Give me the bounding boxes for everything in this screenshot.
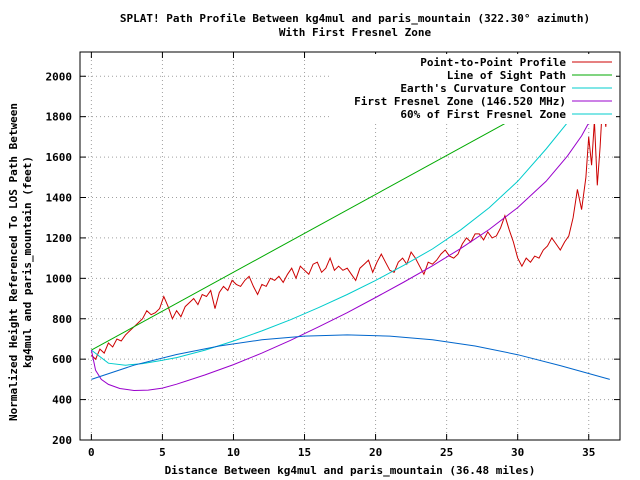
x-tick-label: 30 <box>511 446 524 459</box>
y-tick-label: 1200 <box>46 232 73 245</box>
legend-item: First Fresnel Zone (146.520 MHz) <box>354 95 612 108</box>
y-tick-label: 1800 <box>46 111 73 124</box>
legend-background <box>330 54 616 124</box>
y-tick-label: 600 <box>52 353 72 366</box>
legend-item: 60% of First Fresnel Zone <box>400 108 612 121</box>
y-axis-label-line1: Normalized Height Referenced To LOS Path… <box>7 103 20 421</box>
x-tick-label: 15 <box>298 446 311 459</box>
legend-label: Point-to-Point Profile <box>420 56 566 69</box>
x-tick-label: 25 <box>440 446 453 459</box>
earth-curvature-contour-line <box>91 65 611 366</box>
legend-item: Earth's Curvature Contour <box>400 82 612 95</box>
fresnel-zone-line <box>90 65 611 392</box>
earth-curvature-line <box>91 334 610 380</box>
legend-label: Line of Sight Path <box>447 69 566 82</box>
y-tick-label: 1400 <box>46 192 73 205</box>
y-tick-label: 1000 <box>46 272 73 285</box>
y-tick-label: 800 <box>52 313 72 326</box>
x-axis-label: Distance Between kg4mul and paris_mounta… <box>165 464 536 477</box>
legend-label: First Fresnel Zone (146.520 MHz) <box>354 95 566 108</box>
y-tick-label: 200 <box>52 434 72 447</box>
legend-label: Earth's Curvature Contour <box>400 82 566 95</box>
plot-frame <box>79 51 621 441</box>
y-tick-label: 2000 <box>46 70 73 83</box>
y-tick-label: 1600 <box>46 151 73 164</box>
x-tick-label: 10 <box>227 446 240 459</box>
y-tick-label: 400 <box>52 394 72 407</box>
chart-title: SPLAT! Path Profile Between kg4mul and p… <box>120 12 590 25</box>
x-tick-label: 35 <box>582 446 595 459</box>
x-tick-label: 0 <box>88 446 95 459</box>
profile-line <box>91 68 611 361</box>
chart-subtitle: With First Fresnel Zone <box>279 26 432 39</box>
series-lines <box>90 65 611 392</box>
legend-item: Point-to-Point Profile <box>420 56 612 69</box>
y-axis-label-line2: kg4mul and paris_mountain (feet) <box>21 156 34 368</box>
legend-label: 60% of First Fresnel Zone <box>400 108 566 121</box>
x-tick-label: 20 <box>369 446 382 459</box>
axis-ticks: 0 5 10 15 20 25 30 35 200 400 600 800 1000 1200 1400 16… <box>46 52 620 459</box>
legend: Point-to-Point Profile Line of Sight Pat… <box>330 54 616 124</box>
x-tick-label: 5 <box>159 446 166 459</box>
legend-item: Line of Sight Path <box>447 69 612 82</box>
